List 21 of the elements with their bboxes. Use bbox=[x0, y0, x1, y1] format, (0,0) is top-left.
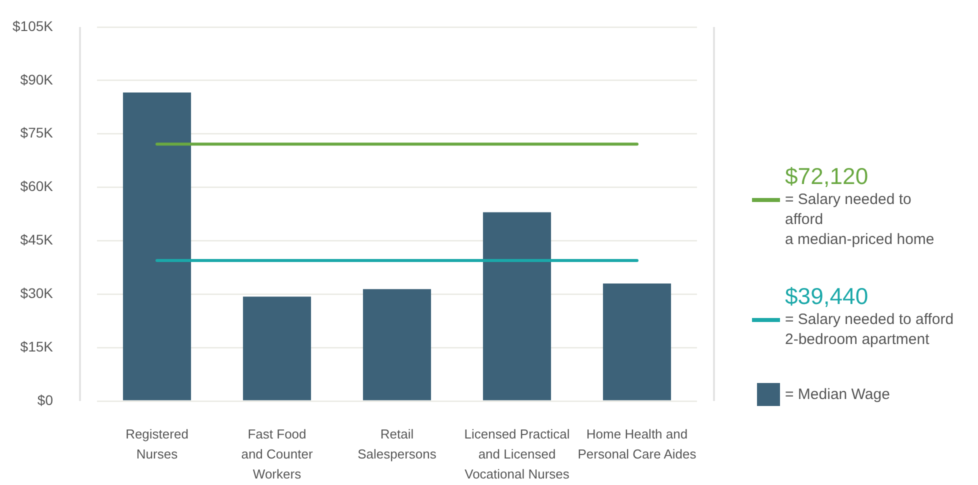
x-tick-label: Home Health and Personal Care Aides bbox=[578, 426, 697, 462]
y-tick-label: $90K bbox=[20, 71, 54, 88]
legend-label: $72,120 = Salary needed to afford a median-priced home bbox=[785, 163, 934, 248]
bar bbox=[242, 296, 312, 400]
x-tick-label: Retail Salespersons bbox=[358, 426, 437, 462]
bar bbox=[362, 289, 432, 400]
y-tick-label: $105K bbox=[12, 18, 54, 34]
x-tick-label: Licensed Practical and Licensed Vocational Nurses bbox=[464, 426, 570, 482]
x-tick-label: Registered Nurses bbox=[126, 426, 188, 462]
y-tick-label: $15K bbox=[20, 338, 54, 354]
legend-label: $39,440 = Salary needed to afford 2-bedroom apartment bbox=[785, 283, 954, 348]
bar bbox=[122, 92, 192, 400]
y-tick-label: $75K bbox=[20, 124, 54, 141]
y-tick-label: $45K bbox=[20, 232, 54, 248]
bar bbox=[482, 212, 552, 400]
y-tick-label: $60K bbox=[20, 178, 54, 194]
y-tick-label: $30K bbox=[20, 285, 54, 301]
x-tick-label: Fast Food and Counter Workers bbox=[241, 426, 314, 482]
legend-label: = Median Wage bbox=[785, 385, 890, 405]
y-tick-label: $0 bbox=[37, 392, 54, 408]
bar bbox=[602, 283, 672, 400]
